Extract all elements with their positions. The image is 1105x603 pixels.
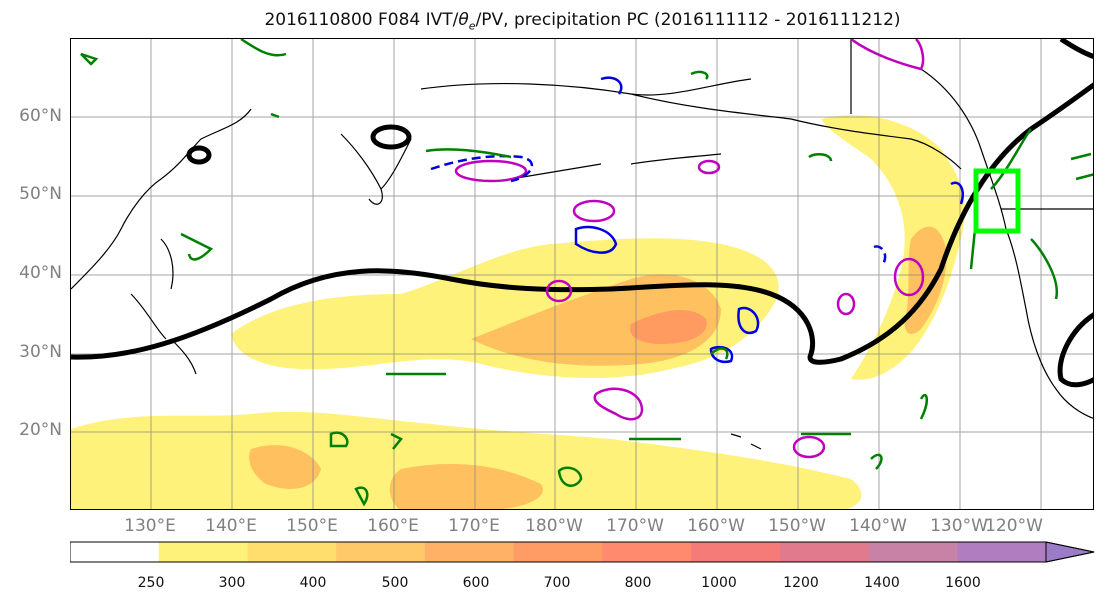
pv-pos-contour (572, 199, 616, 223)
precip-contour (969, 128, 1059, 300)
lat-label: 50°N (19, 184, 62, 204)
precip-contour (1070, 152, 1093, 181)
lon-label: 180°W (525, 516, 583, 536)
precip-pc-contours (80, 39, 1093, 507)
colorbar-tick-label: 500 (381, 575, 409, 591)
pv-contours (430, 39, 964, 459)
pv-pos-contour (545, 279, 573, 303)
graticule (71, 39, 1093, 509)
colorbar-segments (70, 542, 1047, 562)
lon-label: 130°E (124, 516, 176, 536)
lon-label: 170°E (448, 516, 500, 536)
lon-label: 150°W (768, 516, 826, 536)
precip-contour (710, 347, 729, 360)
pv-neg-contour (950, 181, 964, 205)
colorbar-tick-label: 1000 (701, 575, 737, 591)
colorbar-segment (424, 542, 515, 562)
colorbar-segment (336, 542, 426, 562)
coast-na-west (1005, 228, 1093, 419)
map-panel (70, 38, 1094, 510)
lat-label: 40°N (19, 263, 62, 283)
coast-alaska (420, 68, 1007, 230)
pv-neg-contour (574, 225, 618, 254)
pv-pos-contour (850, 39, 925, 71)
colorbar-tick-label: 1400 (864, 575, 900, 591)
lon-label: 160°W (687, 516, 745, 536)
colorbar-segment (158, 542, 248, 562)
colorbar-tick-label: 800 (624, 575, 652, 591)
colorbar-tick-label: 600 (462, 575, 490, 591)
lat-label: 20°N (19, 420, 62, 440)
pv-pos-contour (697, 159, 721, 175)
ivt-band-south-core (249, 445, 321, 489)
lon-label: 120°W (985, 516, 1043, 536)
colorbar-tick-label: 1600 (945, 575, 981, 591)
precip-contour (354, 486, 369, 507)
lon-label: 170°W (606, 516, 664, 536)
lon-label: 130°W (930, 516, 988, 536)
coast-kamchatka (340, 133, 412, 205)
pv-pos-contour (836, 292, 856, 316)
colorbar-extend-arrow (1045, 541, 1095, 563)
colorbar-tick-label: 700 (543, 575, 571, 591)
pv-neg-contour (709, 345, 734, 364)
colorbar-segment (691, 542, 781, 562)
precip-contour (240, 39, 287, 57)
colorbar-tick-label: 1200 (783, 575, 819, 591)
colorbar-segment (70, 542, 160, 562)
precip-contour (180, 232, 214, 261)
lon-label: 150°E (286, 516, 338, 536)
colorbar-segment (513, 542, 603, 562)
precip-contour (919, 393, 928, 420)
precip-contour (425, 148, 512, 159)
colorbar-tick-label: 250 (137, 575, 165, 591)
ivt-shading (71, 115, 965, 509)
ivt-band-east-core (904, 226, 947, 334)
precip-contour (808, 152, 833, 162)
coast-asia (71, 108, 252, 375)
lat-label: 30°N (19, 342, 62, 362)
precip-contour (329, 431, 349, 448)
coast-aleutians (510, 153, 722, 180)
colorbar-outline (70, 541, 1095, 563)
precip-contour (270, 112, 280, 119)
precip-contour (690, 70, 709, 80)
colorbar-tick-label: 400 (299, 575, 327, 591)
precip-contour (557, 466, 583, 487)
colorbar-tick-label: 300 (218, 575, 246, 591)
map-title: 2016110800 F084 IVT/θe/PV, precipitation… (264, 10, 901, 33)
pv-pos-contour (893, 257, 925, 297)
precip-contour (870, 453, 883, 470)
theta-e-contour (71, 39, 1093, 388)
pv-pos-contour (593, 387, 644, 421)
colorbar (70, 541, 1095, 563)
colorbar-segment (247, 542, 337, 562)
colorbar-segment (779, 542, 870, 562)
coast-hawaii (730, 433, 762, 450)
colorbar-segment (868, 542, 958, 562)
ivt-band-mid-peak (630, 309, 707, 344)
target-region-box (973, 168, 1021, 234)
pv-neg-contour (737, 306, 760, 335)
pv-pos-contour (792, 435, 826, 459)
ivt-band-south-core-2 (389, 464, 543, 509)
pv-neg-contour (430, 154, 534, 183)
lon-label: 160°E (367, 516, 419, 536)
colorbar-segment (957, 542, 1047, 562)
precip-contour (80, 52, 99, 66)
pv-pos-contour (454, 159, 528, 183)
pv-neg-contour (600, 76, 623, 95)
lon-label: 140°E (205, 516, 257, 536)
pv-neg-contour (873, 245, 887, 265)
coastlines (71, 39, 1093, 450)
colorbar-segment (602, 542, 692, 562)
map-canvas (71, 39, 1093, 509)
lon-label: 140°W (849, 516, 907, 536)
lat-label: 60°N (19, 106, 62, 126)
precip-contour (390, 432, 403, 450)
